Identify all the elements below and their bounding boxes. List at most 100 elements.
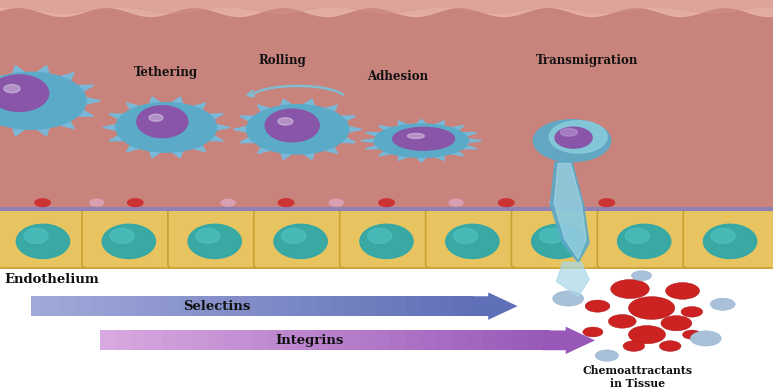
Circle shape	[595, 350, 618, 361]
Ellipse shape	[374, 124, 468, 157]
Polygon shape	[550, 162, 589, 262]
Text: Adhesion: Adhesion	[367, 69, 429, 83]
Bar	[136, 296, 158, 316]
Ellipse shape	[278, 118, 293, 125]
Bar	[359, 330, 383, 350]
Circle shape	[550, 199, 564, 206]
Bar	[146, 330, 169, 350]
FancyBboxPatch shape	[82, 209, 175, 268]
Ellipse shape	[407, 133, 424, 138]
Circle shape	[553, 291, 584, 306]
Bar	[331, 296, 353, 316]
Ellipse shape	[149, 114, 163, 121]
Polygon shape	[554, 163, 586, 259]
Bar	[31, 296, 53, 316]
Circle shape	[710, 298, 735, 310]
Ellipse shape	[4, 85, 20, 93]
Bar	[162, 330, 184, 350]
FancyBboxPatch shape	[168, 209, 261, 268]
Polygon shape	[103, 97, 230, 158]
Ellipse shape	[560, 129, 577, 136]
Ellipse shape	[0, 72, 86, 129]
Circle shape	[623, 341, 645, 351]
Bar	[121, 296, 143, 316]
Ellipse shape	[24, 229, 48, 243]
Circle shape	[666, 283, 700, 299]
Bar	[0, 266, 773, 380]
Bar	[451, 330, 474, 350]
Bar	[482, 330, 505, 350]
Ellipse shape	[247, 105, 349, 154]
Circle shape	[690, 331, 721, 346]
Bar	[238, 330, 261, 350]
Circle shape	[681, 307, 703, 317]
FancyBboxPatch shape	[598, 209, 691, 268]
Ellipse shape	[368, 229, 392, 243]
Bar	[345, 330, 367, 350]
Circle shape	[329, 199, 343, 206]
Bar	[391, 296, 414, 316]
Ellipse shape	[555, 127, 592, 148]
Ellipse shape	[703, 224, 757, 258]
Bar	[61, 296, 83, 316]
Circle shape	[499, 199, 514, 207]
Ellipse shape	[110, 229, 134, 243]
Bar	[406, 330, 428, 350]
Bar	[301, 296, 323, 316]
Circle shape	[379, 199, 394, 207]
Ellipse shape	[446, 224, 499, 258]
Circle shape	[632, 271, 652, 281]
FancyBboxPatch shape	[254, 209, 347, 268]
Ellipse shape	[393, 127, 455, 150]
Bar	[512, 330, 535, 350]
Circle shape	[585, 300, 610, 312]
Circle shape	[128, 199, 143, 207]
Bar	[100, 330, 124, 350]
Bar	[406, 296, 428, 316]
Ellipse shape	[618, 224, 671, 258]
Bar	[421, 296, 443, 316]
FancyBboxPatch shape	[512, 209, 605, 268]
Bar	[299, 330, 322, 350]
Bar	[76, 296, 98, 316]
Bar	[46, 296, 68, 316]
Bar	[106, 296, 128, 316]
Bar	[151, 296, 173, 316]
Bar	[316, 296, 339, 316]
Ellipse shape	[549, 121, 608, 153]
Text: Selectins: Selectins	[182, 299, 250, 313]
Ellipse shape	[196, 229, 220, 243]
Bar	[390, 330, 413, 350]
Bar	[375, 330, 398, 350]
Text: Transmigration: Transmigration	[536, 54, 638, 67]
Ellipse shape	[360, 224, 413, 258]
Bar	[116, 330, 138, 350]
Bar	[256, 296, 278, 316]
Polygon shape	[233, 99, 362, 160]
Bar	[467, 330, 489, 350]
Bar	[284, 330, 306, 350]
Circle shape	[35, 199, 50, 207]
Text: Integrins: Integrins	[275, 334, 343, 347]
Ellipse shape	[274, 224, 327, 258]
Bar	[329, 330, 352, 350]
Ellipse shape	[265, 109, 319, 142]
Ellipse shape	[281, 229, 306, 243]
Bar	[207, 330, 230, 350]
Bar	[177, 330, 199, 350]
Circle shape	[683, 330, 701, 339]
Text: Rolling: Rolling	[258, 54, 306, 67]
Bar	[451, 296, 473, 316]
Text: Tethering: Tethering	[135, 66, 198, 79]
Ellipse shape	[711, 229, 735, 243]
Bar	[497, 330, 520, 350]
Bar	[192, 330, 215, 350]
Text: Chemoattractants
in Tissue: Chemoattractants in Tissue	[583, 365, 693, 389]
FancyArrow shape	[543, 327, 595, 354]
Bar	[226, 296, 248, 316]
Bar	[241, 296, 264, 316]
Bar	[286, 296, 308, 316]
Circle shape	[659, 341, 681, 351]
Circle shape	[90, 199, 104, 206]
Circle shape	[628, 325, 666, 344]
